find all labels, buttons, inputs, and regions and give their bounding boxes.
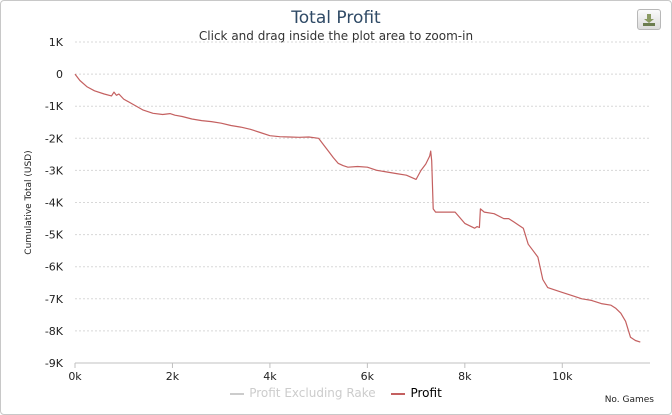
x-tick-label: 0k [68,370,82,383]
y-tick-label: -1K [45,100,64,113]
series-line-profit [74,73,641,343]
chart-subtitle: Click and drag inside the plot area to z… [198,29,474,43]
legend-swatch [230,392,245,395]
y-tick-label: 0 [56,68,63,81]
y-axis-title: Cumulative Total (USD) [24,150,34,254]
y-tick-label: -8K [45,325,64,338]
y-tick-label: -9K [45,357,64,370]
x-tick-label: 10k [552,370,573,383]
legend-item-profit-excluding-rake[interactable]: Profit Excluding Rake [230,386,376,400]
y-tick-label: -7K [45,293,64,306]
legend-swatch [391,392,406,395]
legend-item-profit[interactable]: Profit [391,386,442,400]
x-tick-label: 6k [361,370,375,383]
x-axis-title: No. Games [604,395,654,405]
y-tick-label: -6K [45,261,64,274]
y-tick-label: -2K [45,132,64,145]
legend-label: Profit [410,386,442,400]
export-button[interactable] [637,9,661,30]
y-tick-label: 1K [49,36,64,49]
y-tick-label: -3K [45,164,64,177]
y-tick-label: -5K [45,229,64,242]
chart-legend: Profit Excluding Rake Profit [0,386,672,400]
chart-title: Total Profit [291,8,381,28]
x-tick-label: 4k [263,370,277,383]
x-tick-label: 2k [166,370,180,383]
y-tick-label: -4K [45,197,64,210]
download-icon [643,14,655,26]
x-tick-label: 8k [458,370,472,383]
legend-label: Profit Excluding Rake [249,386,376,400]
